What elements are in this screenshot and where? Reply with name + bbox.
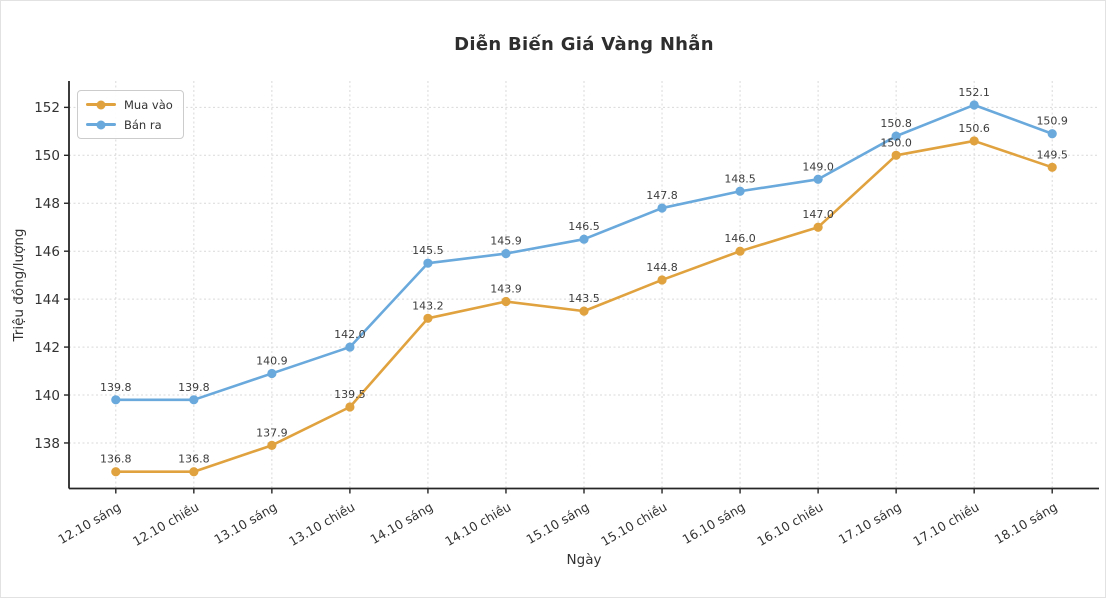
data-point-label: 147.0: [802, 208, 834, 221]
x-tick-label: 13.10 sáng: [211, 499, 279, 547]
data-point-label: 139.5: [334, 388, 366, 401]
x-tick-label: 18.10 sáng: [992, 499, 1060, 547]
data-point-marker: [813, 222, 823, 232]
data-point-label: 150.8: [880, 117, 912, 130]
data-point-marker: [111, 395, 121, 405]
data-point-label: 143.5: [568, 292, 600, 305]
y-tick-label: 148: [34, 196, 60, 212]
y-tick-label: 142: [34, 340, 60, 356]
x-tick-label: 13.10 chiều: [286, 499, 357, 549]
x-tick-label: 14.10 sáng: [367, 499, 435, 547]
x-tick-label: 15.10 sáng: [524, 499, 592, 547]
x-tick-label: 14.10 chiều: [442, 499, 513, 549]
data-point-label: 152.1: [958, 86, 990, 99]
y-tick-label: 144: [34, 292, 60, 308]
data-point-label: 149.0: [802, 160, 834, 173]
data-point-label: 150.6: [958, 122, 990, 135]
y-tick-label: 152: [34, 100, 60, 116]
data-point-marker: [189, 467, 199, 477]
data-point-marker: [969, 100, 979, 110]
data-point-marker: [969, 136, 979, 146]
data-point-marker: [735, 186, 745, 196]
legend-label-ban-ra: Bán ra: [124, 117, 162, 132]
legend: Mua vào Bán ra: [77, 90, 184, 139]
data-point-marker: [579, 306, 589, 316]
x-axis-label: Ngày: [566, 552, 602, 568]
data-point-marker: [891, 150, 901, 160]
data-point-marker: [111, 467, 121, 477]
data-point-marker: [345, 402, 355, 412]
legend-label-mua-vao: Mua vào: [124, 97, 173, 112]
data-point-label: 139.8: [178, 381, 210, 394]
data-point-marker: [189, 395, 199, 405]
data-point-label: 150.0: [880, 136, 912, 149]
data-point-marker: [657, 275, 667, 285]
data-point-marker: [267, 440, 277, 450]
y-tick-label: 146: [34, 244, 60, 260]
legend-item-mua-vao: Mua vào: [86, 96, 173, 113]
data-point-marker: [1047, 162, 1057, 172]
data-point-marker: [891, 131, 901, 141]
data-point-marker: [267, 368, 277, 379]
data-point-marker: [657, 203, 667, 213]
x-tick-label: 12.10 sáng: [55, 499, 123, 547]
data-point-label: 136.8: [178, 453, 210, 466]
x-tick-label: 17.10 sáng: [836, 499, 904, 547]
x-tick-label: 16.10 chiều: [754, 499, 825, 549]
x-tick-label: 15.10 chiều: [598, 499, 669, 549]
legend-line-sample-blue: [86, 120, 116, 129]
data-point-marker: [423, 313, 433, 323]
data-point-marker: [345, 342, 355, 352]
chart-title: Diễn Biến Giá Vàng Nhẫn: [454, 34, 714, 55]
data-point-label: 145.5: [412, 244, 444, 257]
data-point-label: 136.8: [100, 453, 132, 466]
data-point-marker: [579, 234, 589, 244]
legend-line-sample-orange: [86, 100, 116, 109]
y-tick-label: 140: [34, 388, 60, 404]
data-point-marker: [735, 246, 745, 256]
data-point-label: 139.8: [100, 381, 132, 394]
data-point-marker: [501, 248, 511, 259]
data-point-marker: [1047, 129, 1057, 139]
data-point-label: 143.2: [412, 299, 444, 312]
legend-item-ban-ra: Bán ra: [86, 116, 173, 133]
data-point-label: 143.9: [490, 283, 522, 296]
data-point-label: 150.9: [1036, 115, 1068, 128]
data-point-marker: [423, 258, 433, 268]
data-point-marker: [813, 174, 823, 184]
data-point-label: 149.5: [1036, 148, 1068, 161]
data-point-marker: [501, 296, 511, 307]
x-tick-label: 16.10 sáng: [680, 499, 748, 547]
data-point-label: 144.8: [646, 261, 678, 274]
data-point-label: 145.9: [490, 235, 522, 248]
legend-marker-dot-orange: [96, 100, 106, 109]
data-point-label: 147.8: [646, 189, 678, 202]
data-point-label: 142.0: [334, 328, 366, 341]
data-point-label: 146.5: [568, 220, 600, 233]
y-tick-label: 138: [34, 436, 60, 452]
data-point-label: 148.5: [724, 172, 756, 185]
data-point-label: 137.9: [256, 426, 288, 439]
data-point-label: 140.9: [256, 354, 288, 367]
x-tick-label: 17.10 chiều: [910, 499, 981, 549]
x-tick-label: 12.10 chiều: [130, 499, 201, 549]
legend-marker-dot-blue: [96, 120, 106, 129]
y-tick-label: 150: [34, 148, 60, 164]
data-point-label: 146.0: [724, 232, 756, 245]
